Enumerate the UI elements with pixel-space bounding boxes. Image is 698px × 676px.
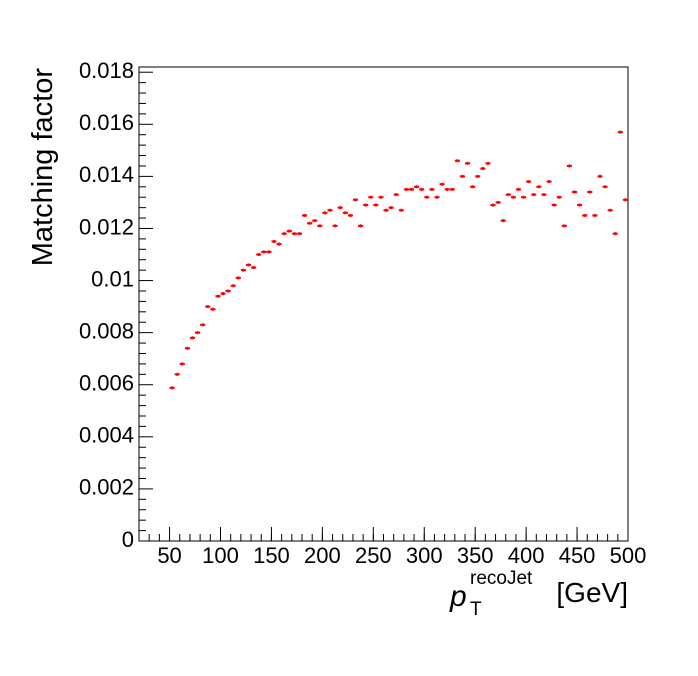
x-tick-label: 300 (406, 543, 443, 568)
x-axis-subscript: T (470, 599, 482, 620)
y-tick-label: 0.002 (79, 475, 134, 500)
x-tick-label: 50 (157, 543, 181, 568)
y-tick-label: 0.016 (79, 110, 134, 135)
x-axis-superscript: recoJet (470, 568, 533, 589)
y-tick-label: 0.01 (91, 266, 134, 291)
x-tick-label: 350 (457, 543, 494, 568)
x-axis-symbol: p (449, 580, 467, 613)
x-tick-label: 150 (253, 543, 290, 568)
y-tick-label: 0.008 (79, 318, 134, 343)
x-tick-label: 400 (508, 543, 545, 568)
y-tick-label: 0 (122, 527, 134, 552)
x-axis-unit: [GeV] (556, 577, 628, 608)
x-tick-label: 250 (355, 543, 392, 568)
y-tick-label: 0.006 (79, 371, 134, 396)
x-tick-label: 450 (559, 543, 596, 568)
x-tick-label: 200 (304, 543, 341, 568)
y-tick-label: 0.014 (79, 162, 134, 187)
y-axis-title: Matching factor (27, 68, 59, 267)
y-tick-label: 0.018 (79, 58, 134, 83)
y-tick-label: 0.012 (79, 214, 134, 239)
y-tick-label: 0.004 (79, 423, 134, 448)
x-tick-label: 100 (202, 543, 239, 568)
x-tick-label: 500 (610, 543, 647, 568)
